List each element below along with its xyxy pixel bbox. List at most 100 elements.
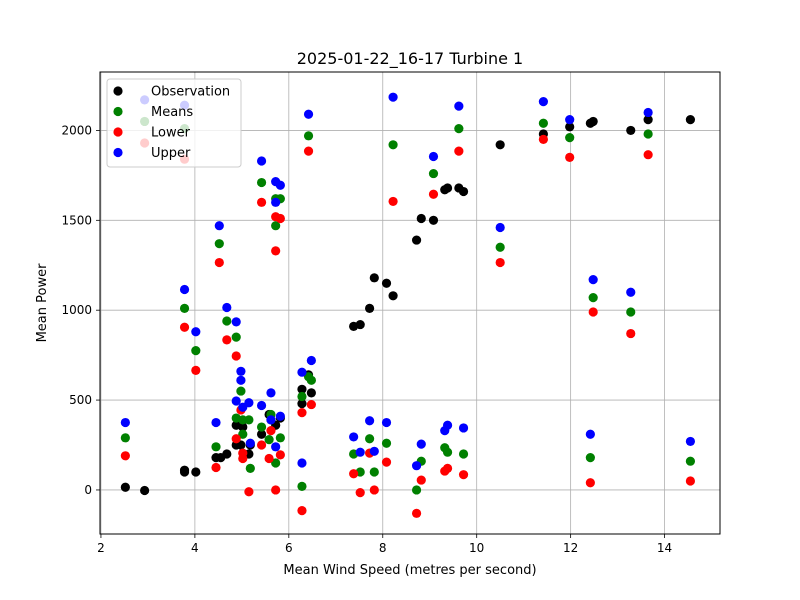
legend-marker-means (113, 106, 123, 117)
lower-point (222, 335, 232, 345)
observation-point (306, 388, 316, 398)
means-point (411, 485, 422, 495)
legend-label-means: Means (151, 105, 193, 120)
legend: Observation Means Lower Upper (106, 78, 242, 168)
upper-point (565, 115, 575, 125)
upper-point (271, 442, 281, 452)
lower-point (585, 478, 595, 488)
plot-frame (99, 71, 721, 535)
means-point (275, 433, 285, 443)
lower-point (565, 152, 575, 162)
upper-point (588, 275, 598, 285)
observation-point (236, 440, 246, 450)
observation-point (238, 422, 248, 432)
means-point (244, 415, 254, 425)
lower-point (626, 328, 636, 339)
means-point (297, 391, 307, 402)
lower-point (256, 197, 267, 207)
means-point (369, 467, 379, 477)
lower-point (306, 399, 316, 410)
lower-point (442, 463, 453, 473)
observation-point (416, 213, 426, 224)
x-tick-label: 2 (97, 541, 105, 555)
lower-point (179, 322, 190, 332)
upper-point (222, 302, 232, 313)
observation-point (369, 273, 379, 283)
upper-point (369, 446, 379, 456)
means-point (264, 435, 274, 445)
lower-point (685, 476, 696, 486)
means-point (120, 433, 130, 443)
observation-point (256, 429, 267, 439)
legend-marker-observation (113, 86, 123, 96)
means-point (271, 221, 281, 231)
upper-point (306, 355, 316, 366)
upper-point (495, 222, 505, 233)
y-tick-label: 500 (69, 393, 92, 407)
upper-point (211, 417, 221, 428)
upper-point (266, 388, 276, 398)
x-tick-label: 10 (469, 541, 484, 555)
means-point (211, 442, 221, 452)
upper-point (236, 366, 246, 376)
lower-point (388, 196, 398, 207)
means-point (538, 118, 548, 128)
means-point (643, 129, 653, 139)
means-point (495, 242, 505, 252)
observation-point (191, 467, 201, 477)
means-point (585, 452, 595, 463)
y-tick-label: 1000 (61, 303, 92, 317)
upper-point (538, 97, 548, 107)
lower-point (231, 434, 241, 444)
lower-point (275, 450, 285, 460)
means-point (381, 438, 392, 448)
upper-point (275, 180, 285, 190)
y-tick-label: 0 (84, 483, 92, 497)
lower-point (369, 485, 379, 495)
observation-point (355, 319, 365, 330)
means-point (256, 177, 267, 188)
upper-point (179, 284, 190, 295)
lower-point (416, 475, 426, 485)
observation-point (411, 235, 422, 245)
means-point (231, 332, 241, 342)
lower-point (264, 453, 274, 464)
x-tick-label: 12 (563, 541, 578, 555)
lower-point (191, 365, 201, 376)
y-tick-label: 1500 (61, 213, 92, 227)
lower-point (266, 426, 276, 436)
lower-point (454, 146, 464, 156)
means-point (442, 447, 453, 457)
means-point (271, 458, 281, 468)
upper-point (626, 287, 636, 297)
observation-point (365, 303, 375, 313)
lower-point (588, 307, 598, 317)
means-point (191, 346, 201, 356)
observation-point (626, 125, 636, 136)
upper-point (256, 400, 267, 411)
observation-point (222, 449, 232, 459)
observation-point (297, 399, 307, 409)
lower-point (238, 453, 248, 464)
lower-point (231, 351, 241, 361)
lower-point (244, 487, 254, 497)
means-point (179, 303, 190, 313)
upper-point (266, 415, 276, 425)
observation-point (685, 115, 696, 125)
lower-point (458, 470, 469, 480)
x-tick-label: 14 (657, 541, 672, 555)
means-point (428, 168, 439, 179)
lower-point (297, 506, 307, 516)
means-point (626, 307, 636, 317)
x-axis-ticks: 2 4 6 8 10 12 14 (97, 534, 672, 555)
upper-point (236, 375, 246, 385)
observation-point (588, 116, 598, 127)
x-tick-label: 8 (379, 541, 387, 555)
observation-point (381, 278, 392, 288)
series-lower (120, 134, 696, 518)
lower-point (643, 150, 653, 160)
legend-label-upper: Upper (151, 146, 191, 161)
lower-point (538, 134, 548, 145)
lower-point (495, 257, 505, 268)
